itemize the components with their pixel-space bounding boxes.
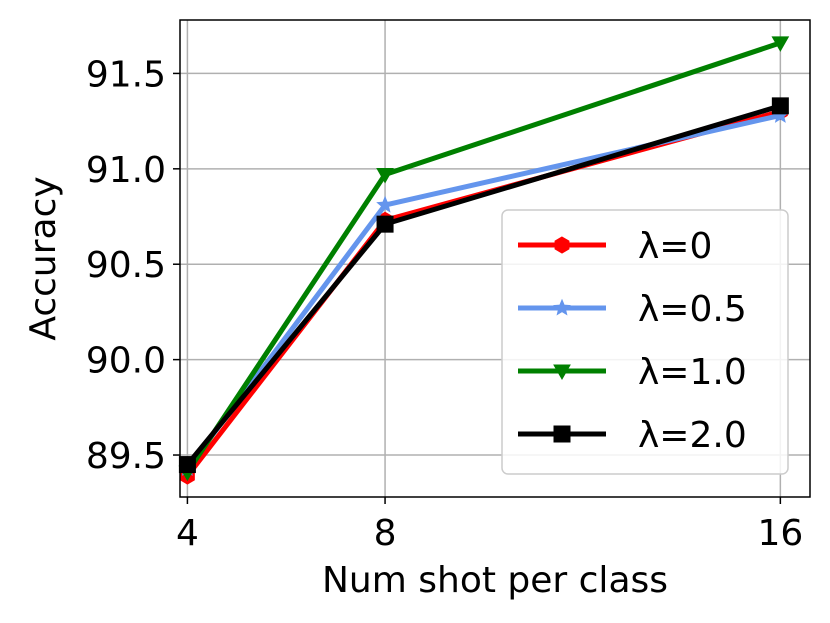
legend-label: λ=0.5: [638, 289, 747, 330]
ticks-layer: 4 8 16 89.5 90.0 90.5 91.0 91.5: [86, 54, 803, 554]
y-tick-label: 90.0: [86, 341, 166, 382]
data-point: [771, 97, 789, 115]
series-3: [178, 97, 789, 474]
data-point: [178, 456, 196, 474]
legend-box: [501, 209, 789, 475]
legend-item: λ=1.0: [518, 352, 747, 393]
y-axis-label: Accuracy: [23, 176, 64, 340]
x-tick-label: 4: [176, 513, 199, 554]
y-tick-label: 90.5: [86, 245, 166, 286]
legend-label: λ=2.0: [638, 415, 747, 456]
legend-label: λ=0: [638, 226, 712, 267]
legend-item: λ=0.5: [518, 289, 747, 330]
legend-label: λ=1.0: [638, 352, 747, 393]
legend-swatch-marker: [553, 425, 571, 443]
data-point: [771, 36, 790, 52]
data-point: [376, 215, 394, 233]
data-point: [376, 195, 394, 213]
series-layer: [178, 36, 790, 485]
data-point: [376, 168, 394, 184]
legend-swatch-marker: [553, 298, 571, 316]
x-axis-label: Num shot per class: [322, 560, 668, 601]
x-tick-label: 8: [374, 513, 397, 554]
legend: λ=0 λ=0.5 λ=1.0 λ=2.0: [501, 209, 789, 475]
x-tick-label: 16: [757, 513, 803, 554]
legend-item: λ=0: [518, 226, 712, 267]
legend-item: λ=2.0: [518, 415, 747, 456]
y-tick-label: 91.0: [86, 150, 166, 191]
legend-swatch-marker: [554, 236, 570, 254]
legend-swatch-marker: [553, 364, 571, 381]
y-tick-label: 89.5: [86, 436, 166, 477]
plot-frame: [179, 19, 811, 498]
y-tick-label: 91.5: [86, 54, 166, 95]
